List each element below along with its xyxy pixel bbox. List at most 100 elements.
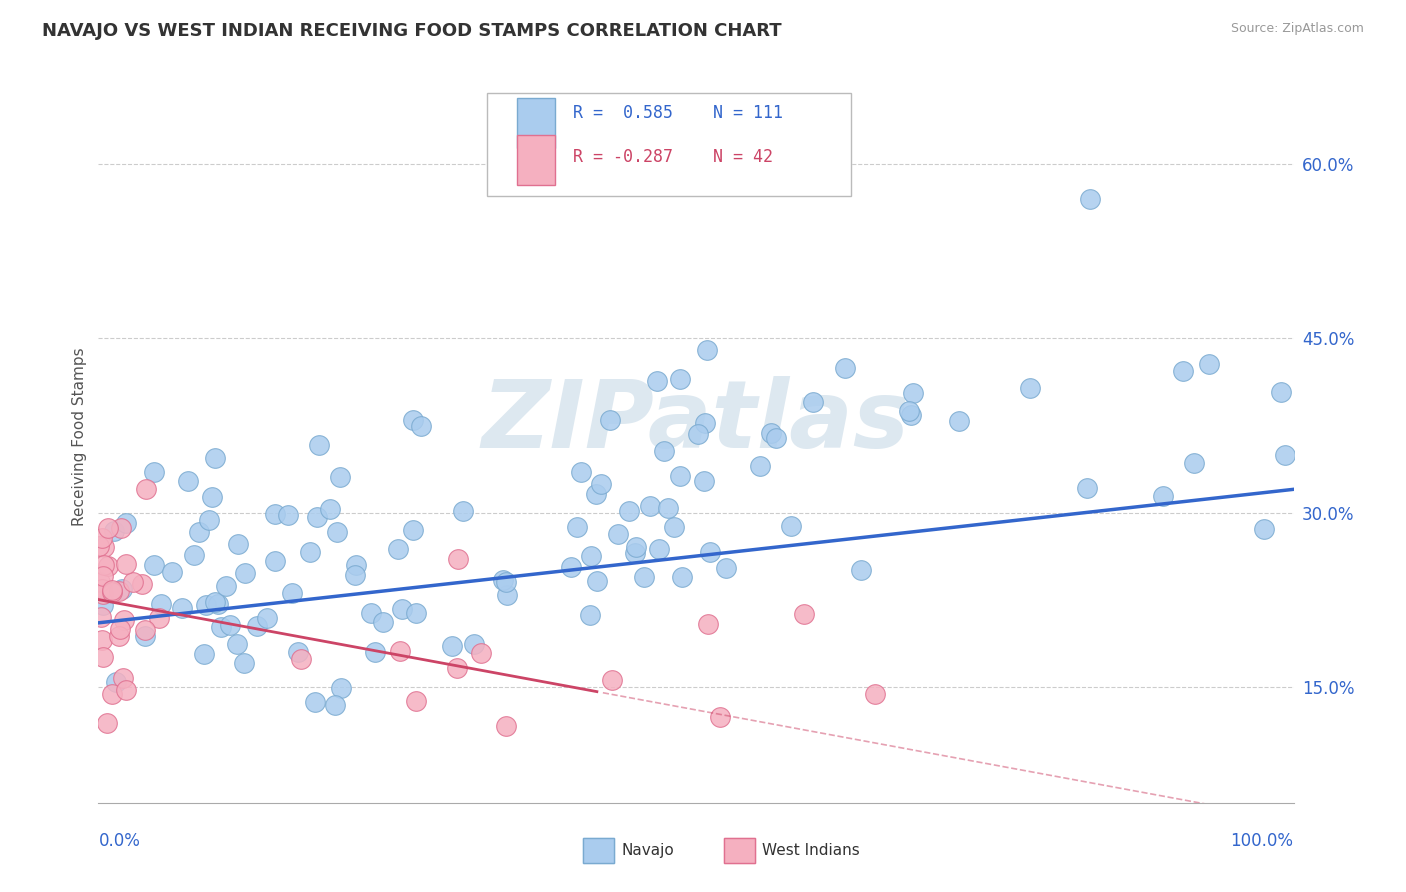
Point (693, 474, 716, 488)
Point (686, 426, 709, 441)
Point (495, 574, 517, 589)
Point (246, 619, 269, 633)
Point (759, 426, 782, 441)
Point (344, 558, 367, 572)
Point (662, 520, 685, 534)
Point (599, 413, 621, 427)
Point (115, 682, 138, 697)
Point (219, 618, 242, 632)
Point (579, 549, 602, 563)
Point (326, 525, 349, 540)
Point (749, 459, 772, 474)
Point (1253, 522, 1275, 536)
Point (319, 501, 342, 516)
Text: West Indians: West Indians (762, 843, 860, 857)
Point (671, 569, 693, 583)
Point (90, 531, 112, 545)
Point (405, 606, 427, 620)
Point (104, 675, 127, 690)
Point (652, 443, 675, 458)
Point (233, 657, 256, 671)
Point (93, 558, 115, 572)
Point (440, 639, 463, 653)
Point (849, 563, 872, 577)
Point (143, 558, 166, 572)
Point (492, 573, 515, 587)
Point (143, 465, 166, 479)
Point (233, 566, 256, 581)
Point (256, 611, 278, 625)
Point (373, 615, 395, 629)
Text: Navajo: Navajo (621, 843, 675, 857)
Point (714, 561, 737, 575)
Point (638, 499, 661, 513)
Point (91, 587, 114, 601)
Point (207, 597, 229, 611)
Point (101, 582, 124, 597)
Point (204, 450, 226, 465)
Point (900, 408, 922, 422)
Point (648, 541, 671, 556)
Point (585, 487, 607, 501)
Point (645, 374, 668, 388)
Point (709, 709, 731, 723)
Point (329, 470, 352, 484)
Point (696, 343, 718, 358)
Point (115, 557, 138, 571)
Point (90, 610, 112, 624)
Point (215, 579, 238, 593)
Point (446, 552, 468, 566)
Point (565, 520, 588, 534)
Point (495, 719, 517, 733)
Point (898, 404, 921, 418)
Point (1018, 381, 1040, 395)
Point (657, 500, 679, 515)
Text: Source: ZipAtlas.com: Source: ZipAtlas.com (1230, 22, 1364, 36)
Point (470, 646, 492, 660)
Text: NAVAJO VS WEST INDIAN RECEIVING FOOD STAMPS CORRELATION CHART: NAVAJO VS WEST INDIAN RECEIVING FOOD STA… (42, 22, 782, 40)
Point (134, 623, 156, 637)
Point (114, 613, 136, 627)
Point (633, 569, 655, 583)
Point (699, 545, 721, 559)
Point (589, 477, 612, 491)
Point (1173, 364, 1195, 378)
Point (226, 536, 249, 550)
Point (226, 637, 249, 651)
Point (402, 413, 425, 427)
Point (280, 586, 302, 600)
Point (111, 582, 134, 596)
Point (329, 681, 352, 695)
Point (389, 644, 412, 658)
Point (901, 386, 924, 401)
Point (409, 419, 432, 434)
Point (693, 416, 716, 430)
Point (1270, 385, 1292, 400)
Point (697, 616, 720, 631)
Point (103, 524, 125, 538)
Point (264, 554, 287, 568)
FancyBboxPatch shape (486, 94, 852, 195)
Point (188, 524, 211, 539)
Point (101, 687, 124, 701)
Point (323, 698, 346, 713)
Point (602, 673, 624, 687)
FancyBboxPatch shape (517, 98, 555, 148)
Point (96, 716, 118, 731)
Point (624, 540, 647, 554)
Point (290, 652, 312, 666)
Point (801, 395, 824, 409)
Point (405, 693, 427, 707)
Y-axis label: Receiving Food Stamps: Receiving Food Stamps (72, 348, 87, 526)
Point (308, 437, 330, 451)
Point (91, 569, 114, 583)
Point (780, 519, 803, 533)
Point (170, 600, 193, 615)
FancyBboxPatch shape (517, 135, 555, 185)
Text: R = -0.287    N = 42: R = -0.287 N = 42 (572, 148, 773, 166)
Point (446, 660, 468, 674)
Point (344, 568, 367, 582)
Point (1152, 489, 1174, 503)
Point (304, 696, 326, 710)
Point (569, 465, 592, 479)
